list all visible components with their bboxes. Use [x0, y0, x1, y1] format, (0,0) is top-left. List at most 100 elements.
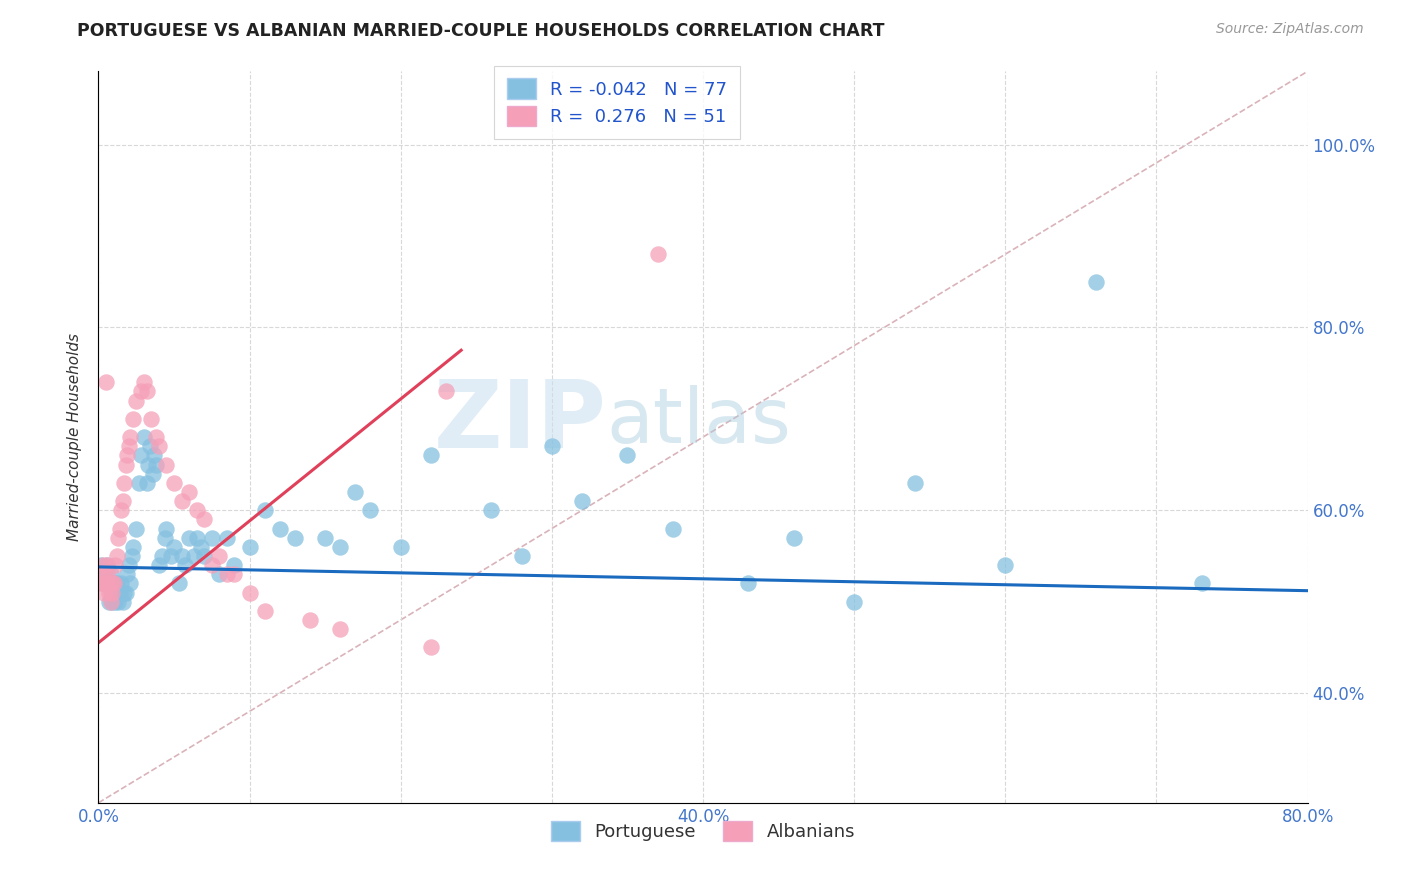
Point	[193, 512, 215, 526]
Point	[269, 521, 291, 535]
Point	[208, 567, 231, 582]
Point	[186, 531, 208, 545]
Point	[139, 439, 162, 453]
Point	[105, 549, 128, 563]
Point	[118, 558, 141, 573]
Point	[540, 439, 562, 453]
Point	[148, 558, 170, 573]
Point	[994, 558, 1017, 573]
Text: atlas: atlas	[606, 385, 792, 459]
Point	[253, 503, 276, 517]
Point	[145, 430, 167, 444]
Point	[616, 448, 638, 462]
Text: Source: ZipAtlas.com: Source: ZipAtlas.com	[1216, 22, 1364, 37]
Point	[193, 549, 215, 563]
Legend: Portuguese, Albanians: Portuguese, Albanians	[540, 810, 866, 852]
Point	[129, 384, 152, 399]
Point	[104, 558, 127, 573]
Point	[190, 540, 212, 554]
Point	[163, 475, 186, 490]
Point	[101, 585, 124, 599]
Point	[94, 576, 117, 591]
Point	[98, 576, 121, 591]
Point	[239, 540, 262, 554]
Point	[93, 585, 115, 599]
Point	[114, 585, 136, 599]
Point	[104, 585, 127, 599]
Text: ZIP: ZIP	[433, 376, 606, 468]
Point	[121, 549, 143, 563]
Point	[96, 558, 118, 573]
Point	[98, 576, 121, 591]
Point	[128, 475, 150, 490]
Point	[201, 558, 224, 573]
Point	[125, 521, 148, 535]
Point	[101, 594, 124, 608]
Point	[314, 531, 336, 545]
Point	[170, 494, 193, 508]
Point	[122, 412, 145, 426]
Point	[93, 567, 115, 582]
Point	[153, 531, 176, 545]
Point	[239, 585, 262, 599]
Point	[186, 503, 208, 517]
Point	[571, 494, 593, 508]
Point	[129, 448, 152, 462]
Point	[360, 503, 382, 517]
Point	[111, 494, 134, 508]
Point	[224, 567, 246, 582]
Point	[173, 558, 195, 573]
Point	[434, 384, 457, 399]
Point	[114, 458, 136, 472]
Point	[135, 384, 157, 399]
Point	[118, 439, 141, 453]
Point	[103, 576, 125, 591]
Point	[91, 558, 114, 573]
Point	[90, 558, 112, 573]
Point	[661, 521, 683, 535]
Point	[96, 567, 118, 582]
Point	[148, 439, 170, 453]
Point	[110, 503, 132, 517]
Point	[329, 622, 352, 636]
Point	[155, 458, 177, 472]
Point	[145, 458, 167, 472]
Point	[737, 576, 759, 591]
Point	[170, 549, 193, 563]
Point	[904, 475, 927, 490]
Point	[94, 576, 117, 591]
Point	[107, 594, 129, 608]
Point	[100, 567, 122, 582]
Point	[111, 594, 134, 608]
Point	[284, 531, 307, 545]
Point	[183, 549, 205, 563]
Point	[163, 540, 186, 554]
Point	[101, 576, 124, 591]
Point	[91, 576, 114, 591]
Point	[344, 485, 367, 500]
Point	[110, 576, 132, 591]
Point	[783, 531, 806, 545]
Point	[115, 567, 138, 582]
Point	[115, 448, 138, 462]
Point	[104, 594, 127, 608]
Point	[1191, 576, 1213, 591]
Point	[179, 531, 201, 545]
Point	[201, 531, 224, 545]
Point	[420, 640, 443, 655]
Point	[155, 521, 177, 535]
Point	[96, 558, 118, 573]
Point	[98, 594, 121, 608]
Point	[329, 540, 352, 554]
Point	[120, 430, 142, 444]
Point	[101, 576, 124, 591]
Point	[141, 412, 163, 426]
Point	[93, 567, 115, 582]
Point	[122, 540, 145, 554]
Point	[224, 558, 246, 573]
Point	[120, 576, 142, 591]
Point	[108, 521, 131, 535]
Point	[90, 576, 112, 591]
Point	[420, 448, 443, 462]
Point	[136, 458, 159, 472]
